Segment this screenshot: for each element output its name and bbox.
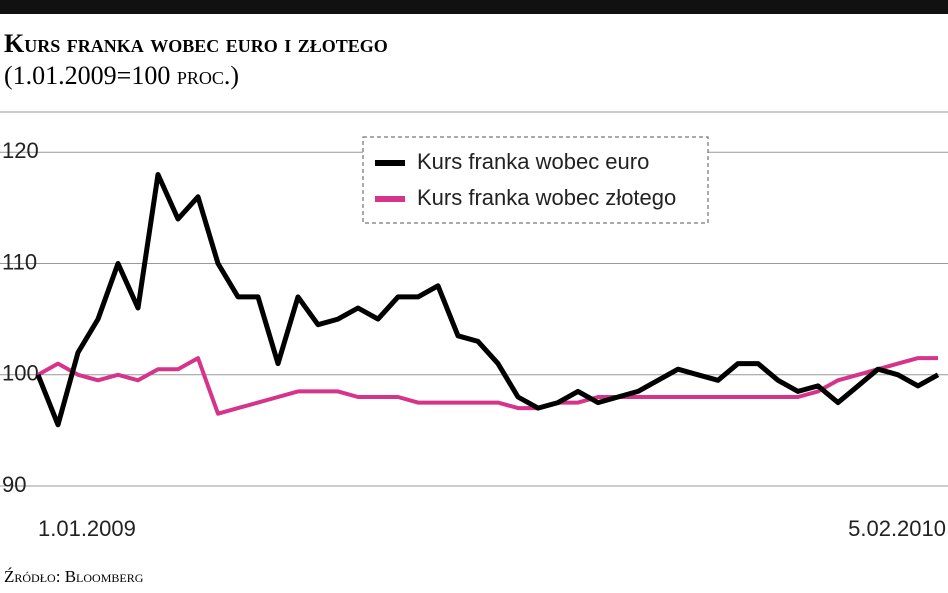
- chart-title: Kurs franka wobec euro i złotego: [4, 29, 388, 58]
- x-tick-label: 1.01.2009: [38, 516, 136, 541]
- line-series: [37, 356, 938, 416]
- top-bar: [0, 0, 948, 14]
- y-tick-label: 100: [2, 361, 39, 386]
- legend-label: Kurs franka wobec złotego: [417, 185, 676, 210]
- y-tick-label: 120: [2, 138, 39, 163]
- x-tick-label: 5.02.2010: [848, 516, 946, 541]
- legend: Kurs franka wobec euro Kurs franka wobec …: [362, 136, 709, 224]
- y-tick-label: 110: [2, 249, 37, 274]
- source: Źródło: Bloomberg: [4, 567, 144, 586]
- legend-box: [362, 136, 709, 224]
- legend-label: Kurs franka wobec euro: [417, 149, 649, 174]
- chart-subtitle: (1.01.2009=100 proc.): [4, 61, 239, 90]
- y-tick-label: 90: [2, 472, 26, 497]
- line-series: [35, 172, 940, 428]
